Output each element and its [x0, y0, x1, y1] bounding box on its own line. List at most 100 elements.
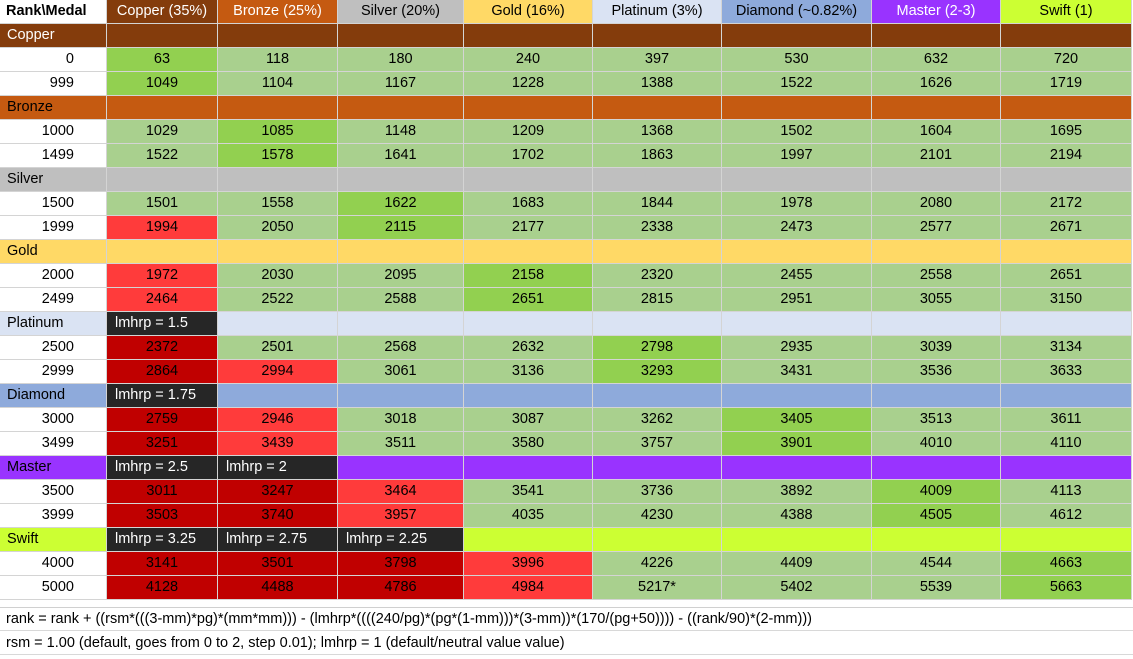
value-cell[interactable]: 3150 [1001, 288, 1132, 312]
band-fill-cell[interactable] [593, 312, 722, 336]
band-fill-cell[interactable] [872, 240, 1001, 264]
band-fill-cell[interactable] [338, 456, 464, 480]
value-cell[interactable]: 2568 [338, 336, 464, 360]
value-cell[interactable]: 2177 [464, 216, 593, 240]
rank-cell[interactable]: 0 [0, 48, 107, 72]
value-cell[interactable]: 3740 [218, 504, 338, 528]
rank-cell[interactable]: 1999 [0, 216, 107, 240]
value-cell[interactable]: 2798 [593, 336, 722, 360]
value-cell[interactable]: 2946 [218, 408, 338, 432]
column-header[interactable]: Swift (1) [1001, 0, 1132, 24]
rank-cell[interactable]: 5000 [0, 576, 107, 600]
value-cell[interactable]: 2671 [1001, 216, 1132, 240]
value-cell[interactable]: 1683 [464, 192, 593, 216]
band-fill-cell[interactable] [464, 96, 593, 120]
band-fill-cell[interactable] [218, 168, 338, 192]
band-fill-cell[interactable] [872, 168, 1001, 192]
value-cell[interactable]: 3541 [464, 480, 593, 504]
value-cell[interactable]: 5402 [722, 576, 872, 600]
parameter-note[interactable]: rsm = 1.00 (default, goes from 0 to 2, s… [0, 631, 1133, 655]
value-cell[interactable]: 4009 [872, 480, 1001, 504]
band-fill-cell[interactable] [722, 384, 872, 408]
band-label[interactable]: Platinum [0, 312, 107, 336]
value-cell[interactable]: 3633 [1001, 360, 1132, 384]
value-cell[interactable]: 2372 [107, 336, 218, 360]
band-fill-cell[interactable] [872, 96, 1001, 120]
value-cell[interactable]: 4010 [872, 432, 1001, 456]
value-cell[interactable]: 3251 [107, 432, 218, 456]
value-cell[interactable]: 3580 [464, 432, 593, 456]
value-cell[interactable]: 2951 [722, 288, 872, 312]
lmhrp-note[interactable]: lmhrp = 2 [218, 456, 338, 480]
band-fill-cell[interactable] [872, 24, 1001, 48]
band-fill-cell[interactable] [722, 312, 872, 336]
value-cell[interactable]: 1702 [464, 144, 593, 168]
lmhrp-note[interactable]: lmhrp = 3.25 [107, 528, 218, 552]
value-cell[interactable]: 3996 [464, 552, 593, 576]
value-cell[interactable]: 1501 [107, 192, 218, 216]
value-cell[interactable]: 1622 [338, 192, 464, 216]
value-cell[interactable]: 3247 [218, 480, 338, 504]
column-header[interactable]: Copper (35%) [107, 0, 218, 24]
value-cell[interactable]: 2172 [1001, 192, 1132, 216]
value-cell[interactable]: 3293 [593, 360, 722, 384]
value-cell[interactable]: 2864 [107, 360, 218, 384]
value-cell[interactable]: 530 [722, 48, 872, 72]
value-cell[interactable]: 4128 [107, 576, 218, 600]
band-fill-cell[interactable] [722, 456, 872, 480]
band-fill-cell[interactable] [593, 456, 722, 480]
band-fill-cell[interactable] [107, 168, 218, 192]
value-cell[interactable]: 4388 [722, 504, 872, 528]
value-cell[interactable]: 3503 [107, 504, 218, 528]
band-label[interactable]: Bronze [0, 96, 107, 120]
rank-cell[interactable]: 2000 [0, 264, 107, 288]
value-cell[interactable]: 3611 [1001, 408, 1132, 432]
value-cell[interactable]: 63 [107, 48, 218, 72]
value-cell[interactable]: 2115 [338, 216, 464, 240]
value-cell[interactable]: 2759 [107, 408, 218, 432]
band-fill-cell[interactable] [338, 168, 464, 192]
value-cell[interactable]: 2464 [107, 288, 218, 312]
value-cell[interactable]: 2577 [872, 216, 1001, 240]
band-fill-cell[interactable] [218, 384, 338, 408]
value-cell[interactable]: 1368 [593, 120, 722, 144]
band-fill-cell[interactable] [1001, 528, 1132, 552]
value-cell[interactable]: 720 [1001, 48, 1132, 72]
value-cell[interactable]: 3513 [872, 408, 1001, 432]
value-cell[interactable]: 3892 [722, 480, 872, 504]
value-cell[interactable]: 4488 [218, 576, 338, 600]
band-fill-cell[interactable] [1001, 384, 1132, 408]
value-cell[interactable]: 2338 [593, 216, 722, 240]
value-cell[interactable]: 4984 [464, 576, 593, 600]
value-cell[interactable]: 180 [338, 48, 464, 72]
value-cell[interactable]: 1049 [107, 72, 218, 96]
value-cell[interactable]: 2320 [593, 264, 722, 288]
value-cell[interactable]: 2994 [218, 360, 338, 384]
band-fill-cell[interactable] [722, 240, 872, 264]
band-fill-cell[interactable] [872, 528, 1001, 552]
value-cell[interactable]: 3439 [218, 432, 338, 456]
value-cell[interactable]: 2935 [722, 336, 872, 360]
band-fill-cell[interactable] [872, 312, 1001, 336]
band-fill-cell[interactable] [464, 528, 593, 552]
value-cell[interactable]: 3134 [1001, 336, 1132, 360]
band-fill-cell[interactable] [593, 528, 722, 552]
band-fill-cell[interactable] [464, 312, 593, 336]
rank-cell[interactable]: 2499 [0, 288, 107, 312]
value-cell[interactable]: 4612 [1001, 504, 1132, 528]
value-cell[interactable]: 4663 [1001, 552, 1132, 576]
band-fill-cell[interactable] [1001, 456, 1132, 480]
rank-cell[interactable]: 999 [0, 72, 107, 96]
band-fill-cell[interactable] [218, 240, 338, 264]
column-header[interactable]: Platinum (3%) [593, 0, 722, 24]
rank-cell[interactable]: 3999 [0, 504, 107, 528]
band-fill-cell[interactable] [464, 240, 593, 264]
band-fill-cell[interactable] [593, 384, 722, 408]
value-cell[interactable]: 1228 [464, 72, 593, 96]
value-cell[interactable]: 5663 [1001, 576, 1132, 600]
rank-cell[interactable]: 1499 [0, 144, 107, 168]
band-fill-cell[interactable] [464, 168, 593, 192]
band-fill-cell[interactable] [1001, 240, 1132, 264]
value-cell[interactable]: 4230 [593, 504, 722, 528]
band-fill-cell[interactable] [593, 240, 722, 264]
